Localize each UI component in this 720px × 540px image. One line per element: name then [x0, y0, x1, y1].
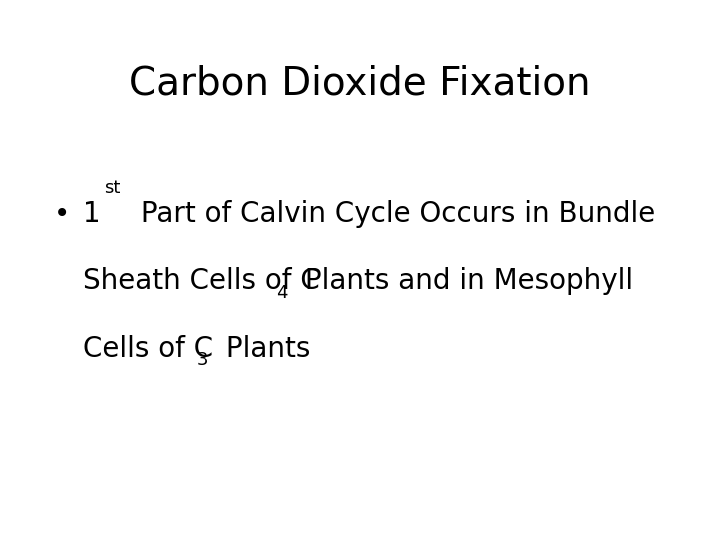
Text: •: • — [54, 200, 71, 228]
Text: Plants and in Mesophyll: Plants and in Mesophyll — [296, 267, 633, 295]
Text: Sheath Cells of C: Sheath Cells of C — [83, 267, 320, 295]
Text: Carbon Dioxide Fixation: Carbon Dioxide Fixation — [130, 65, 590, 103]
Text: Plants: Plants — [217, 335, 310, 363]
Text: 3: 3 — [197, 351, 208, 369]
Text: Part of Calvin Cycle Occurs in Bundle: Part of Calvin Cycle Occurs in Bundle — [132, 200, 655, 228]
Text: st: st — [104, 179, 121, 197]
Text: Cells of C: Cells of C — [83, 335, 213, 363]
Text: 4: 4 — [276, 284, 287, 301]
Text: 1: 1 — [83, 200, 100, 228]
